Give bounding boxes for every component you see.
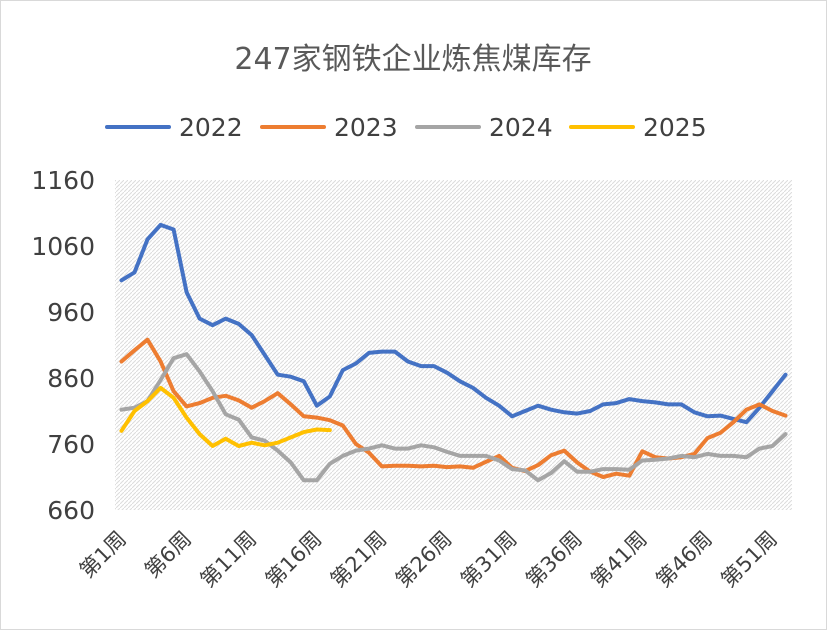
y-axis: 660 760 860 960 1060 1160 [31,166,95,525]
series-lines [119,222,788,483]
x-tick-label: 第51周 [716,527,782,593]
legend: 2022 2023 2024 2025 [105,113,707,142]
series-line-2024 [119,352,788,483]
plot-area [115,180,792,510]
y-tick-label: 1160 [31,166,95,195]
legend-label-2022: 2022 [179,113,243,142]
x-axis: 第1周 第6周 第11周 第16周 第21周 第26周 第31周 第36周 第41周 第46周 第5… [75,527,782,593]
x-tick-label: 第36周 [521,527,587,593]
x-tick-label: 第6周 [140,527,196,583]
x-tick-label: 第21周 [326,527,392,593]
series-line-2022 [119,222,788,425]
legend-label-2025: 2025 [643,113,707,142]
y-tick-label: 660 [47,496,95,525]
x-tick-label: 第46周 [651,527,717,593]
chart-title: 247家钢铁企业炼焦煤库存 [234,42,591,77]
x-tick-label: 第26周 [391,527,457,593]
y-tick-label: 1060 [31,232,95,261]
x-tick-label: 第31周 [456,527,522,593]
x-tick-label: 第16周 [261,527,327,593]
y-tick-label: 960 [47,298,95,327]
y-tick-label: 860 [47,364,95,393]
series-line-2025 [119,385,332,448]
y-tick-label: 760 [47,430,95,459]
legend-label-2024: 2024 [489,113,553,142]
x-tick-label: 第11周 [196,527,262,593]
x-tick-label: 第41周 [586,527,652,593]
x-tick-label: 第1周 [75,527,131,583]
legend-label-2023: 2023 [334,113,398,142]
